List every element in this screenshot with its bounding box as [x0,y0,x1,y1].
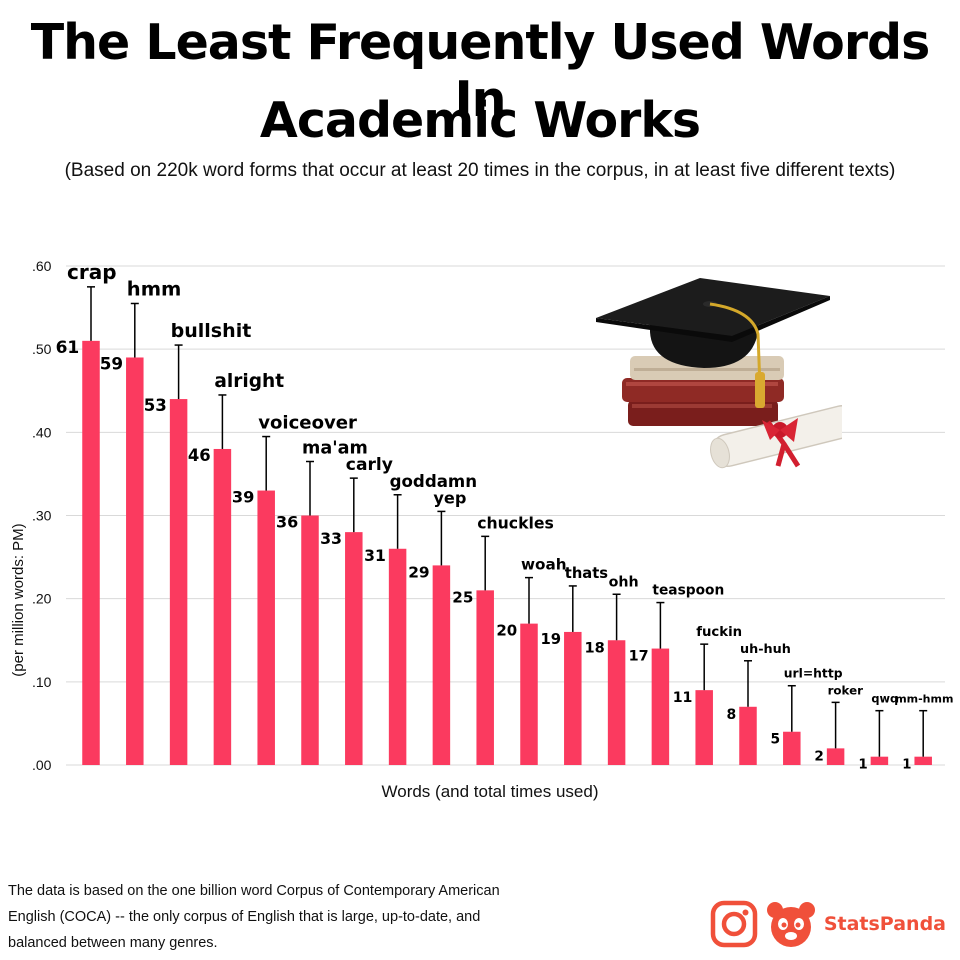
y-tick-label: .30 [32,508,52,524]
word-label: chuckles [477,513,554,532]
word-label: url=http [784,667,843,681]
word-label: uh-huh [740,642,791,657]
y-axis-ticks: .00 .10 .20 .30 .40 .50 .60 [32,258,52,773]
count-label: 1 [902,758,911,773]
y-axis-label: (per million words: PM) [10,523,27,676]
brand-name: StatsPanda [823,913,946,935]
word-label: thats [565,565,608,582]
word-label: ma'am [302,439,368,459]
word-label: fuckin [696,625,742,640]
bar-chart: .00 .10 .20 .30 .40 .50 .60 61 crap 59 hmm 53 bulls… [10,258,954,801]
word-label: ohh [609,574,639,590]
mortarboard-icon [596,278,830,408]
word-label: voiceover [258,413,357,434]
y-tick-label: .20 [32,591,52,607]
count-label: 33 [320,529,342,548]
count-label: 8 [727,707,737,723]
chart-title-line-2: Academic Works [259,92,701,149]
word-label: bullshit [171,320,252,342]
bar [432,565,451,765]
word-label: hmm [127,277,182,300]
bar [301,515,319,765]
bar [213,448,232,765]
y-tick-label: .50 [32,341,52,357]
gridlines [66,265,945,766]
word-label: teaspoon [652,583,724,599]
bar [520,623,538,765]
count-label: 31 [364,547,386,565]
word-label: goddamn [390,472,478,491]
y-tick-label: .10 [32,674,52,690]
word-label: yep [433,488,466,507]
bars [82,340,932,765]
y-tick-label: .40 [32,424,52,440]
bar [257,490,275,765]
bar [607,640,626,765]
count-label: 25 [452,588,473,606]
count-label: 17 [629,649,649,665]
word-label: roker [828,683,864,697]
instagram-icon[interactable] [710,900,758,948]
count-label: 1 [858,758,867,773]
count-label: 20 [496,622,517,640]
diploma-icon [710,404,842,469]
count-label: 61 [56,338,80,358]
word-label: alright [214,371,284,392]
count-label: 19 [540,631,561,648]
word-label: carly [346,455,393,475]
word-label: woah [521,556,567,574]
bar [651,648,670,765]
bar [914,756,932,765]
bar [82,340,100,765]
count-label: 2 [814,748,823,764]
bar [476,590,494,765]
bar [783,731,801,765]
bar [826,748,845,765]
graduation-cap-icon [596,278,842,469]
word-label: crap [67,260,117,284]
bar [564,631,582,765]
y-tick-label: .00 [32,757,52,773]
count-label: 29 [408,563,429,581]
book-stack-icon [622,356,784,426]
bar [870,756,889,765]
word-label: qwq [871,692,898,706]
count-label: 5 [770,732,780,748]
count-label: 39 [232,488,255,507]
bar-labels: 61 crap 59 hmm 53 bullshit 46 alright 39 voiceove… [56,260,954,773]
chart-subtitle: (Based on 220k word forms that occur at … [64,160,896,181]
bar [126,357,144,765]
count-label: 11 [673,690,693,706]
count-label: 18 [585,639,605,656]
footer-note: The data is based on the one billion wor… [8,883,500,951]
bar [695,690,713,765]
chart-title-line-1: The Least Frequently Used Words In [30,14,931,128]
word-label: mm-hmm [895,693,953,706]
bar [345,532,363,765]
bar [739,706,757,765]
x-axis-label: Words (and total times used) [382,782,599,801]
count-label: 46 [188,446,211,465]
count-label: 36 [276,513,298,532]
bar [169,399,188,765]
y-tick-label: .60 [32,258,52,274]
bar [388,548,407,765]
count-label: 59 [100,353,123,373]
count-label: 53 [144,396,167,415]
brand-block: StatsPanda [710,900,946,948]
panda-logo-icon [766,902,815,947]
